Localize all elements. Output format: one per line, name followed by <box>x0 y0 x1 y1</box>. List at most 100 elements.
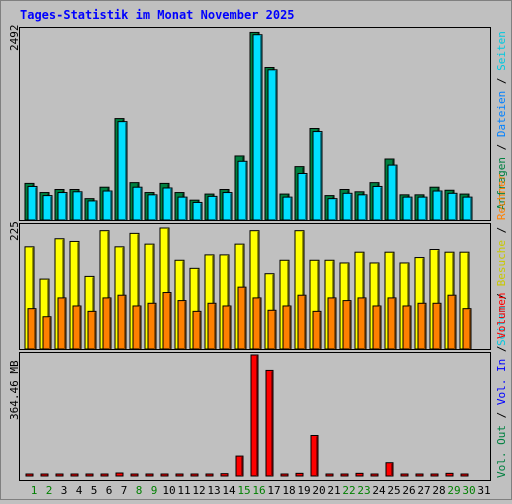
bar-volumen-day-27-body <box>415 473 424 477</box>
bar-volumen-day-26-body <box>400 473 409 477</box>
bar-volumen-day-16-shade <box>256 356 258 476</box>
bar-dateien-day-20 <box>312 131 323 221</box>
bar-dateien-day-5 <box>87 200 98 221</box>
bar-dateien-day-9-shade <box>155 195 157 220</box>
bar-dateien-day-4 <box>72 191 83 221</box>
bar-rechner-day-25-shade <box>394 298 396 349</box>
bar-rechner-day-8-body <box>132 305 142 350</box>
x-tick-label-day-30: 30 <box>462 484 475 497</box>
bar-dateien-day-17 <box>267 69 278 221</box>
bar-dateien-day-25-shade <box>395 166 397 220</box>
x-tick-label-day-21: 21 <box>327 484 340 497</box>
x-tick-label-day-28: 28 <box>432 484 445 497</box>
bar-rechner-day-18 <box>282 305 292 350</box>
bar-volumen-day-3 <box>55 473 64 477</box>
bar-dateien-day-28-body <box>432 190 443 221</box>
bar-volumen-day-9 <box>145 473 154 477</box>
bar-rechner-day-19-body <box>297 294 307 350</box>
bar-rechner-day-3-body <box>57 297 67 350</box>
bar-volumen-day-29 <box>445 472 454 477</box>
bar-rechner-day-15-shade <box>244 288 246 349</box>
bar-rechner-day-21 <box>327 297 337 350</box>
bar-rechner-day-20-shade <box>319 312 321 349</box>
x-tick-label-day-19: 19 <box>297 484 310 497</box>
bar-volumen-day-12-body <box>190 473 199 477</box>
legend-text: Seiten / Besuche / Rechner <box>495 173 508 346</box>
bar-dateien-day-1 <box>27 185 38 221</box>
bar-rechner-day-26-shade <box>409 306 411 349</box>
bar-rechner-day-30-body <box>462 308 472 350</box>
bar-dateien-day-12-shade <box>200 203 202 220</box>
bar-dateien-day-7 <box>117 121 128 221</box>
bar-besuche-day-2-shade <box>47 280 49 349</box>
legend-separator: / <box>495 220 508 240</box>
bar-volumen-day-16 <box>250 354 259 477</box>
bar-rechner-day-9 <box>147 302 157 350</box>
bar-dateien-day-20-body <box>312 131 323 221</box>
bar-rechner-day-18-body <box>282 305 292 350</box>
bar-rechner-day-8 <box>132 305 142 350</box>
bar-besuche-day-12-shade <box>197 269 199 349</box>
bar-volumen-day-27 <box>415 473 424 477</box>
bar-volumen-day-14-body <box>220 473 229 477</box>
bar-dateien-day-16-shade <box>260 35 262 220</box>
bar-volumen-day-1-body <box>25 473 34 477</box>
x-tick-label-day-15: 15 <box>237 484 250 497</box>
bar-rechner-day-20 <box>312 310 322 350</box>
bar-rechner-day-24-shade <box>379 306 381 349</box>
bar-dateien-day-6-shade <box>110 192 112 220</box>
x-tick-label-day-17: 17 <box>267 484 280 497</box>
bar-volumen-day-6 <box>100 473 109 477</box>
x-tick-label-day-13: 13 <box>207 484 220 497</box>
bar-volumen-day-3-body <box>55 473 64 477</box>
bar-rechner-day-30 <box>462 308 472 350</box>
bar-dateien-day-21 <box>327 198 338 221</box>
panel-visits-hosts: 225 <box>8 221 491 350</box>
legend-text: Vol. Out / Vol. In / Volumen <box>495 293 508 478</box>
bar-rechner-day-5-shade <box>94 312 96 349</box>
bar-dateien-day-26 <box>402 196 413 221</box>
bar-rechner-day-12-shade <box>199 312 201 349</box>
bar-rechner-day-3-shade <box>64 298 66 349</box>
bar-volumen-day-18-body <box>280 473 289 477</box>
bar-besuche-day-30-shade <box>467 253 469 349</box>
bar-dateien-day-21-body <box>327 198 338 221</box>
bar-volumen-day-16-body <box>250 354 259 477</box>
bar-rechner-day-10-shade <box>169 293 171 349</box>
bar-volumen-day-5-body <box>85 473 94 477</box>
bar-volumen-day-10-body <box>160 473 169 477</box>
bar-dateien-day-8-body <box>132 186 143 221</box>
bar-volumen-day-2 <box>40 473 49 477</box>
bar-dateien-day-10-shade <box>170 188 172 220</box>
bar-rechner-day-15 <box>237 286 247 350</box>
bar-rechner-day-23-body <box>357 297 367 350</box>
bar-rechner-day-16-shade <box>259 298 261 349</box>
bar-rechner-day-2-shade <box>49 317 51 349</box>
x-tick-label-day-10: 10 <box>162 484 175 497</box>
bar-volumen-day-5 <box>85 473 94 477</box>
bar-rechner-day-1 <box>27 308 37 350</box>
bar-rechner-day-21-body <box>327 297 337 350</box>
bar-volumen-day-19 <box>295 472 304 477</box>
bar-dateien-day-4-body <box>72 191 83 221</box>
bar-dateien-day-12-body <box>192 201 203 221</box>
bar-dateien-day-25 <box>387 164 398 221</box>
x-tick-label-day-14: 14 <box>222 484 236 497</box>
bar-besuche-day-4-shade <box>77 242 79 349</box>
bar-rechner-day-17-shade <box>274 311 276 349</box>
legend-separator: / <box>495 286 508 306</box>
bar-volumen-day-21-body <box>325 473 334 477</box>
bar-dateien-day-11 <box>177 196 188 221</box>
legend-top: Anfragen / Dateien / Seiten <box>495 31 508 210</box>
x-tick-label-day-4: 4 <box>76 484 83 497</box>
bar-dateien-day-6-body <box>102 190 113 221</box>
bar-volumen-day-2-body <box>40 473 49 477</box>
bar-volumen-day-29-body <box>445 472 454 477</box>
bar-volumen-day-28 <box>430 473 439 477</box>
bar-volumen-day-8 <box>130 473 139 477</box>
x-tick-label-day-5: 5 <box>91 484 98 497</box>
bar-dateien-day-26-body <box>402 196 413 221</box>
bar-rechner-day-16 <box>252 297 262 350</box>
bar-volumen-day-15-body <box>235 455 244 477</box>
bar-volumen-day-25-body <box>385 462 394 477</box>
